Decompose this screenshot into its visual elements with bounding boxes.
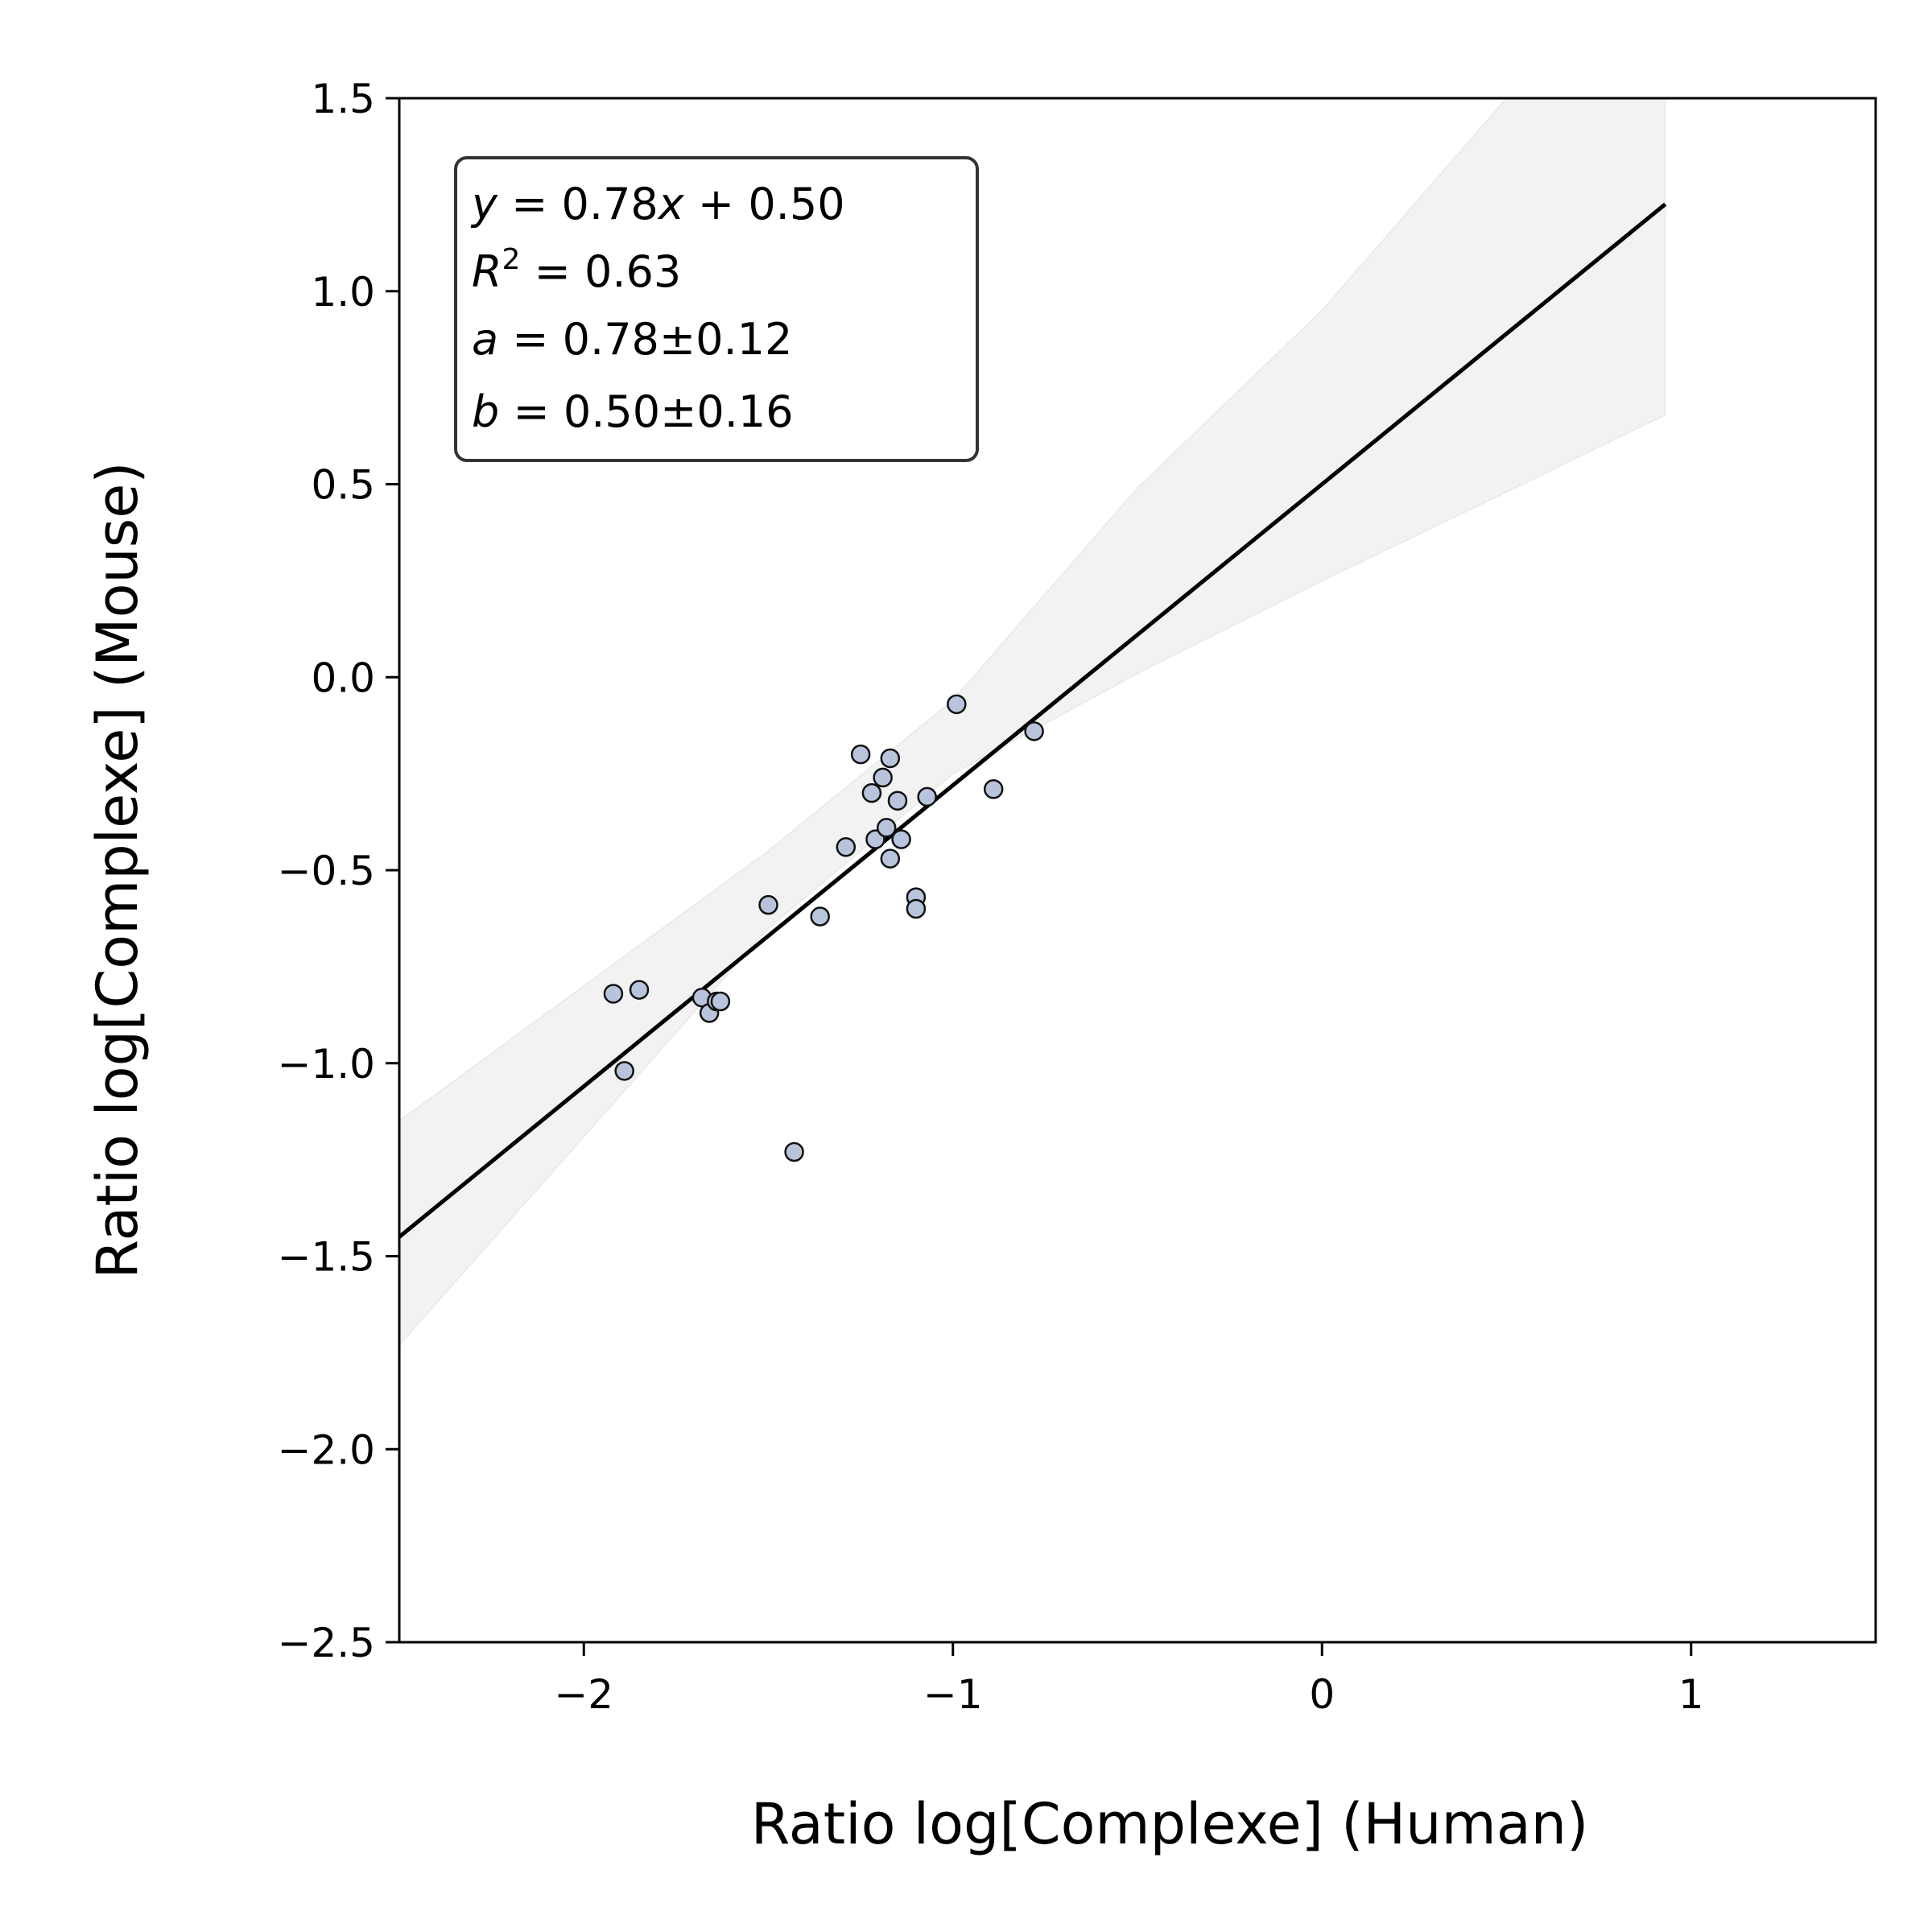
y-tick-label: −1.5 — [278, 1234, 375, 1281]
y-tick-label: 0.5 — [311, 462, 375, 509]
annotation-r-value: = 0.63 — [520, 246, 681, 297]
x-tick-label: 1 — [1678, 1671, 1704, 1718]
data-point — [629, 980, 650, 1000]
annotation-r-squared: R2 = 0.63 — [472, 243, 681, 297]
y-axis-ticks: 1.5 1.0 0.5 0.0 −0.5 −1.0 −1.5 −2.0 −2.5 — [278, 76, 399, 1666]
annotation-eq-slope: = 0.78 — [497, 179, 658, 229]
data-point — [861, 782, 882, 803]
y-tick-label: −1.0 — [278, 1041, 375, 1088]
fit-line-layer — [399, 202, 1667, 1239]
y-axis-label: Ratio log[Complexe] (Mouse) — [85, 461, 151, 1278]
annotation-equation: y = 0.78x + 0.50 — [470, 179, 845, 229]
data-points-layer — [603, 694, 1044, 1162]
annotation-eq-var-y: y — [470, 179, 498, 229]
y-tick-label: −2.0 — [278, 1426, 375, 1473]
annotation-a-var: a — [472, 314, 498, 365]
data-point — [850, 744, 871, 765]
x-axis-label: Ratio log[Complexe] (Human) — [751, 1791, 1589, 1857]
annotation-slope-error: a = 0.78±0.12 — [472, 314, 792, 365]
data-point — [880, 748, 901, 769]
fit-annotation-box: y = 0.78x + 0.50 R2 = 0.63 a = 0.78±0.12… — [454, 156, 979, 462]
data-point — [887, 791, 908, 811]
annotation-intercept-error: b = 0.50±0.16 — [472, 386, 794, 437]
data-point — [614, 1061, 634, 1081]
data-point — [810, 906, 830, 927]
data-point — [983, 779, 1004, 799]
x-axis-ticks: −2 −1 0 1 — [554, 1642, 1704, 1718]
data-point — [906, 898, 927, 919]
annotation-r-var: R — [472, 246, 502, 297]
y-tick-label: −0.5 — [278, 848, 375, 894]
y-tick-label: 1.5 — [311, 76, 375, 122]
data-point — [891, 829, 911, 849]
data-point — [784, 1141, 804, 1162]
annotation-b-var: b — [472, 386, 499, 437]
x-tick-label: −1 — [923, 1671, 983, 1718]
data-point — [603, 984, 624, 1004]
data-point — [873, 767, 893, 788]
annotation-a-value: = 0.78±0.12 — [498, 314, 792, 365]
data-point — [917, 786, 937, 807]
annotation-r-sup: 2 — [502, 243, 521, 276]
annotation-frame — [454, 156, 979, 462]
data-point — [880, 848, 901, 869]
y-tick-label: 0.0 — [311, 654, 375, 701]
annotation-eq-var-x: x — [657, 179, 685, 229]
x-tick-label: −2 — [554, 1671, 613, 1718]
data-point — [876, 818, 897, 838]
y-tick-label: −2.5 — [278, 1620, 375, 1666]
data-point — [710, 991, 731, 1012]
regression-line — [399, 202, 1667, 1239]
data-point — [836, 836, 857, 857]
annotation-b-value: = 0.50±0.16 — [499, 386, 793, 437]
x-tick-label: 0 — [1309, 1671, 1335, 1718]
y-tick-label: 1.0 — [311, 269, 375, 316]
data-point — [758, 894, 778, 915]
annotation-eq-intercept: + 0.50 — [684, 179, 845, 229]
data-point — [1024, 721, 1044, 741]
data-point — [947, 694, 967, 715]
